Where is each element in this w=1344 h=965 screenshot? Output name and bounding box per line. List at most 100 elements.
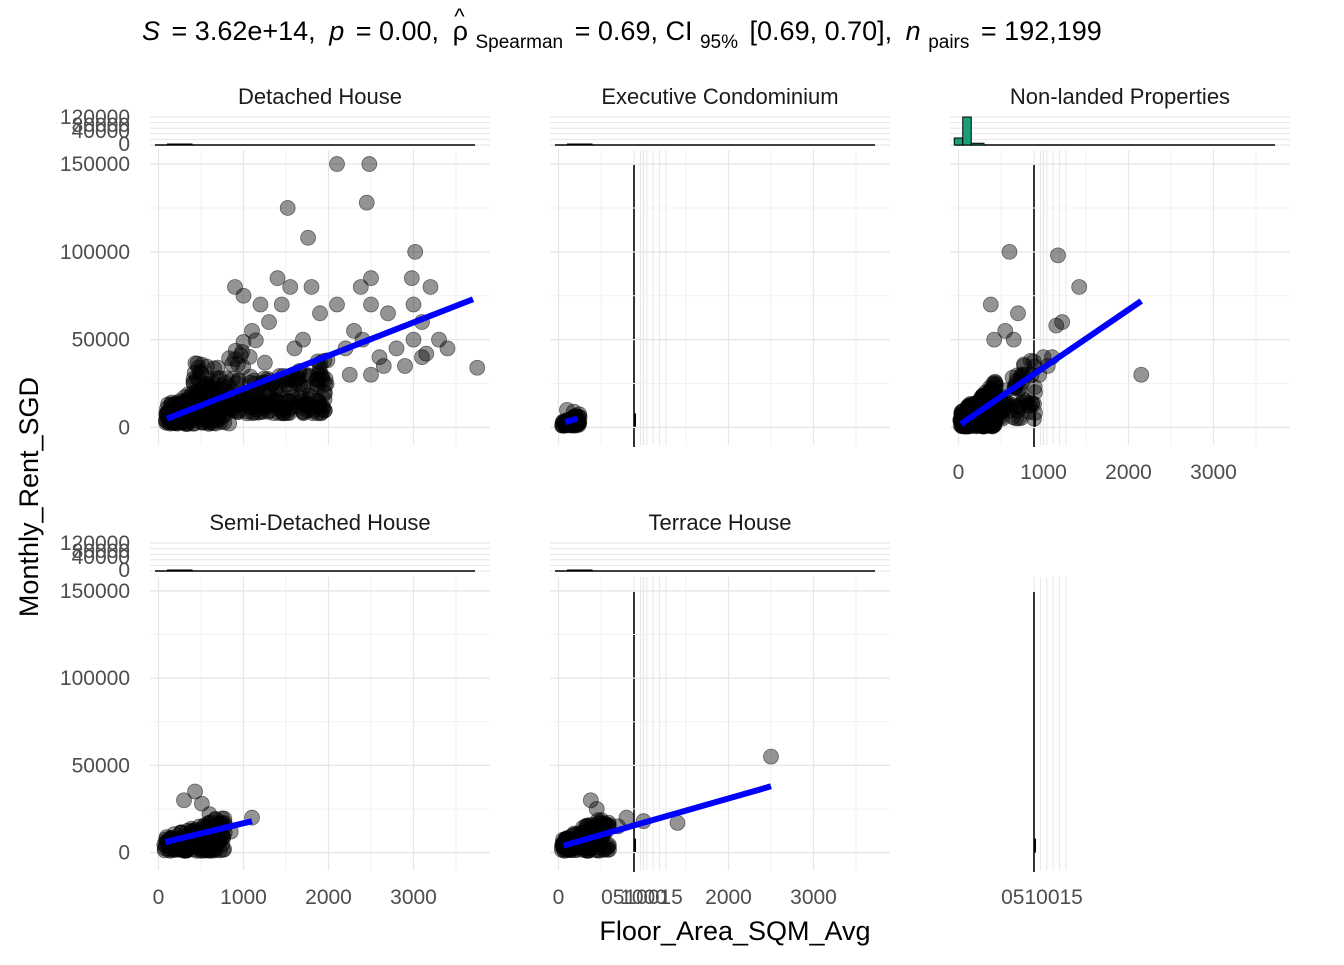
data-point (285, 390, 301, 406)
data-point (270, 405, 287, 421)
data-point (341, 366, 358, 383)
data-point (581, 842, 597, 859)
data-point (431, 331, 447, 348)
data-point (276, 400, 293, 417)
x-tick-label: 1000 (620, 886, 667, 909)
data-point (261, 314, 277, 330)
facet-grid (550, 116, 1067, 445)
data-point (247, 332, 264, 349)
data-point (309, 405, 326, 422)
facet-strip-label: Semi-Detached House (209, 510, 430, 535)
x-tick-label: 3000 (390, 886, 437, 909)
data-point (1048, 317, 1065, 334)
data-point (380, 305, 396, 322)
top-histogram-bar (167, 143, 193, 145)
top-histogram-bar (953, 137, 964, 146)
data-point (1001, 243, 1018, 260)
data-point (227, 279, 243, 295)
y-tick-label: 100000 (60, 241, 130, 264)
x-tick-label: 2000 (1105, 461, 1152, 484)
data-point (598, 838, 615, 855)
data-point (314, 368, 331, 385)
data-point (986, 331, 1003, 348)
y-tick-label: 50000 (72, 329, 130, 352)
data-point (991, 408, 1007, 425)
data-point (300, 229, 317, 246)
data-point (211, 370, 228, 386)
regression-line (959, 298, 1143, 427)
facet-semi-detached-house: Semi-Detached House050000100000150000120… (60, 510, 683, 909)
right-histogram-bar (634, 413, 636, 428)
data-point (371, 349, 388, 366)
data-point (1022, 397, 1038, 414)
data-point (187, 783, 203, 800)
data-point (979, 410, 996, 426)
x-tick-label: 1000 (220, 886, 267, 909)
data-point (346, 322, 362, 339)
data-point (261, 402, 277, 419)
top-histogram-bar (567, 569, 593, 571)
right-marginal-tick-label: 0510015 (1001, 886, 1083, 909)
top-histogram-bar (567, 143, 593, 145)
facet-detached-house: Detached House 0 50000 100000 150000 12000080… (60, 84, 667, 447)
title-ci-sub: 95% (700, 32, 738, 53)
x-tick-label: 0 (553, 886, 565, 909)
facet-executive-condominium: Executive Condominium (550, 84, 1067, 447)
top-marginal-tick-label: 0 (118, 133, 130, 156)
data-point (1005, 409, 1021, 426)
data-point (315, 399, 331, 415)
data-point (1026, 379, 1043, 395)
data-point (397, 358, 413, 374)
data-point (1027, 384, 1043, 401)
top-histogram-bar (970, 142, 985, 146)
facet-panels: Detached House05000010000015000012000080… (60, 84, 1290, 909)
data-point (1133, 366, 1150, 383)
data-point (403, 270, 420, 287)
top-histogram-bar (962, 116, 972, 146)
title-p-value: = 0.00, (356, 16, 439, 46)
right-marginal-tick-label: 0510015 (601, 886, 683, 909)
data-point (300, 391, 317, 408)
facet-strip-label: Detached House (238, 84, 402, 109)
right-histogram-bar (634, 838, 636, 853)
data-point (422, 279, 439, 295)
top-marginal-tick-label: 120000 (60, 532, 130, 555)
data-point (230, 356, 246, 373)
data-point (221, 350, 238, 367)
data-point (1071, 279, 1088, 295)
data-point (244, 405, 261, 422)
data-point (312, 305, 328, 322)
data-point (286, 340, 303, 357)
data-point (318, 375, 335, 392)
y-tick-label: 150000 (60, 580, 130, 603)
data-point (270, 399, 286, 416)
data-point (199, 370, 216, 387)
y-tick-label: 50000 (72, 754, 130, 777)
data-point (308, 372, 325, 389)
data-point (207, 842, 224, 859)
data-point (1024, 395, 1040, 411)
regression-line (562, 783, 772, 849)
title-n-label: n (906, 16, 921, 46)
y-tick-label: 0 (118, 416, 130, 439)
data-point (363, 296, 379, 313)
data-point (1005, 331, 1022, 348)
title-rho-value: = 0.69, CI (575, 16, 693, 46)
data-point (309, 392, 326, 409)
x-tick-label: 1000 (1020, 461, 1067, 484)
facet-strip-label: Non-landed Properties (1010, 84, 1230, 109)
x-tick-label: 0 (953, 461, 965, 484)
data-point (405, 331, 422, 348)
data-point (194, 356, 210, 373)
x-tick-label: 0 (153, 886, 165, 909)
data-point (241, 348, 258, 365)
facet-strip-label: Terrace House (648, 510, 791, 535)
data-point (176, 792, 192, 809)
scatter-points (157, 156, 486, 432)
data-point (329, 296, 345, 313)
data-point (303, 279, 320, 295)
data-point (352, 279, 369, 295)
x-tick-label: 2000 (705, 886, 752, 909)
